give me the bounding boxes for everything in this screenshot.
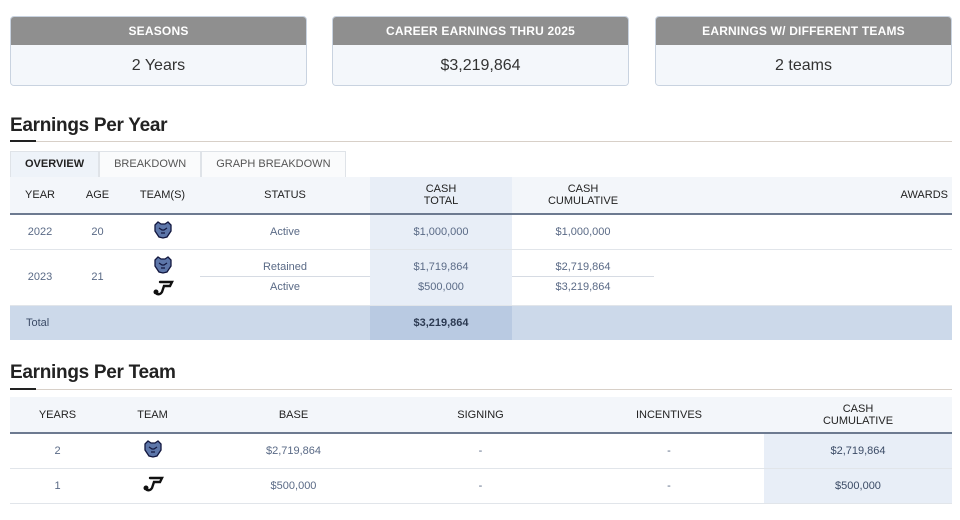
grizzlies-logo-icon[interactable]: [153, 221, 173, 242]
cell-status: Retained Active: [200, 249, 370, 306]
jazz-logo-icon[interactable]: [142, 476, 164, 495]
cell-awards: [654, 249, 952, 306]
cell-years: 2: [10, 433, 105, 469]
cell-incentives: -: [574, 468, 764, 504]
stat-card-label: CAREER EARNINGS THRU 2025: [333, 17, 628, 45]
cash-total-value: $1,719,864: [413, 261, 469, 273]
cell-team: [125, 249, 200, 306]
col-header-signing[interactable]: SIGNING: [387, 397, 574, 434]
cell-team: [125, 214, 200, 250]
cell-year: 2022: [10, 214, 70, 250]
col-header-cash-total-line1: CASH: [425, 183, 457, 195]
total-cash: $3,219,864: [370, 305, 512, 340]
cell-team: [105, 433, 200, 469]
table-header-row: YEAR AGE TEAM(S) STATUS CASH TOTAL CASH …: [10, 177, 952, 215]
section-accent: [10, 388, 36, 390]
total-empty: [512, 305, 952, 340]
table-header-row: YEARS TEAM BASE SIGNING INCENTIVES CASH …: [10, 397, 952, 434]
cell-cash-cumulative: $1,000,000: [512, 214, 654, 250]
col-header-cash-cumulative-line2: CUMULATIVE: [547, 195, 619, 207]
stat-card-label: SEASONS: [11, 17, 306, 45]
total-label: Total: [10, 305, 370, 340]
cell-incentives: -: [574, 433, 764, 469]
earnings-per-year-table: YEAR AGE TEAM(S) STATUS CASH TOTAL CASH …: [10, 177, 952, 340]
cell-cash: $500,000: [764, 468, 952, 504]
col-header-cash-cumulative[interactable]: CASH CUMULATIVE: [512, 177, 654, 215]
cell-cash-total: $1,000,000: [370, 214, 512, 250]
tab-graph-breakdown[interactable]: GRAPH BREAKDOWN: [201, 151, 346, 177]
col-header-incentives[interactable]: INCENTIVES: [574, 397, 764, 434]
cell-cash-cumulative: $2,719,864 $3,219,864: [512, 249, 654, 306]
table-row: 2 $2,719,864 - - $2,719,864: [10, 433, 952, 469]
col-header-age[interactable]: AGE: [70, 177, 125, 215]
status-value: Active: [270, 281, 300, 293]
cell-cash-total: $1,719,864 $500,000: [370, 249, 512, 306]
col-header-status[interactable]: STATUS: [200, 177, 370, 215]
col-header-years[interactable]: YEARS: [10, 397, 105, 434]
cell-year: 2023: [10, 249, 70, 306]
table-row: 2023 21 Retained Active: [10, 249, 952, 306]
cell-base: $500,000: [200, 468, 387, 504]
tab-breakdown[interactable]: BREAKDOWN: [99, 151, 202, 177]
col-header-cash-line1: CASH: [842, 402, 874, 415]
cell-years: 1: [10, 468, 105, 504]
col-header-awards[interactable]: AWARDS: [654, 177, 952, 215]
col-header-year[interactable]: YEAR: [10, 177, 70, 215]
table-row: 1 $500,000 - - $500,000: [10, 468, 952, 504]
stat-card-seasons: SEASONS 2 Years: [10, 16, 307, 86]
section-title-earnings-per-team: Earnings Per Team: [10, 362, 176, 383]
section-title-earnings-per-year: Earnings Per Year: [10, 115, 168, 136]
stat-card-teams: EARNINGS W/ DIFFERENT TEAMS 2 teams: [655, 16, 952, 86]
cell-age: 20: [70, 214, 125, 250]
col-header-teams[interactable]: TEAM(S): [125, 177, 200, 215]
cash-total-value: $500,000: [418, 281, 464, 293]
col-header-cash-total[interactable]: CASH TOTAL: [370, 177, 512, 215]
jazz-logo-icon[interactable]: [152, 280, 174, 299]
cash-cumulative-value: $2,719,864: [512, 257, 654, 277]
stat-card-value: 2 teams: [656, 45, 951, 85]
tab-overview[interactable]: OVERVIEW: [10, 151, 100, 177]
status-value: Retained: [200, 257, 370, 277]
grizzlies-logo-icon[interactable]: [153, 255, 173, 277]
cell-cash: $2,719,864: [764, 433, 952, 469]
section-divider: [10, 389, 952, 390]
stat-card-value: 2 Years: [11, 45, 306, 85]
stat-card-label: EARNINGS W/ DIFFERENT TEAMS: [656, 17, 951, 45]
cell-status: Active: [200, 214, 370, 250]
earnings-tabs: OVERVIEW BREAKDOWN GRAPH BREAKDOWN: [10, 151, 346, 177]
grizzlies-logo-icon[interactable]: [143, 440, 163, 461]
section-accent: [10, 140, 36, 142]
cell-team: [105, 468, 200, 504]
col-header-cash-cumulative[interactable]: CASH CUMULATIVE: [764, 397, 952, 434]
cash-cumulative-value: $3,219,864: [555, 281, 611, 293]
stat-card-value: $3,219,864: [333, 45, 628, 85]
col-header-cash-cumulative-line1: CASH: [567, 183, 599, 195]
col-header-cash-line2: CUMULATIVE: [822, 414, 894, 427]
col-header-cash-total-line2: TOTAL: [423, 195, 459, 207]
total-row: Total $3,219,864: [10, 305, 952, 340]
cell-signing: -: [387, 468, 574, 504]
cell-age: 21: [70, 249, 125, 306]
cell-awards: [654, 214, 952, 250]
stat-card-career-earnings: CAREER EARNINGS THRU 2025 $3,219,864: [332, 16, 629, 86]
section-divider: [10, 141, 952, 142]
table-row: 2022 20 Active $1,000,000 $1,000,000: [10, 214, 952, 250]
cell-signing: -: [387, 433, 574, 469]
col-header-base[interactable]: BASE: [200, 397, 387, 434]
col-header-team[interactable]: TEAM: [105, 397, 200, 434]
earnings-per-team-table: YEARS TEAM BASE SIGNING INCENTIVES CASH …: [10, 397, 952, 504]
cell-base: $2,719,864: [200, 433, 387, 469]
